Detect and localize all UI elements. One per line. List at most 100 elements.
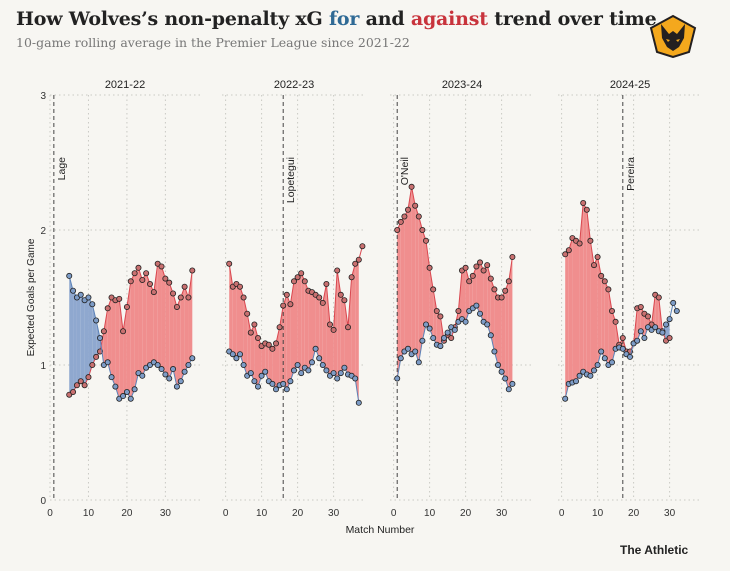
for-data-point (415, 359, 422, 366)
area-segment (408, 186, 412, 355)
area-segment (126, 281, 131, 399)
against-data-point (580, 199, 587, 206)
against-data-point (612, 318, 619, 325)
for-data-point (127, 395, 134, 402)
area-segment (304, 281, 309, 371)
area-segment (583, 203, 587, 375)
against-data-point (422, 237, 429, 244)
for-data-point (587, 372, 594, 379)
for-data-point (337, 370, 344, 377)
for-data-point (139, 372, 146, 379)
for-data-point (598, 348, 605, 355)
against-data-point (123, 303, 130, 310)
against-data-point (394, 226, 401, 233)
area-segment (142, 273, 147, 376)
area-segment (601, 275, 605, 359)
area-segment (315, 294, 320, 359)
x-tick-label: 10 (83, 508, 95, 519)
against-data-point (93, 353, 100, 360)
for-data-point (240, 361, 247, 368)
area-segment (312, 292, 316, 363)
for-data-point (591, 367, 598, 374)
against-data-point (272, 340, 279, 347)
for-data-point (412, 348, 419, 355)
for-data-point (66, 272, 73, 279)
area-segment (107, 297, 112, 378)
against-data-point (448, 334, 455, 341)
against-data-point (77, 378, 84, 385)
for-data-point (637, 328, 644, 335)
against-data-point (341, 297, 348, 304)
against-data-point (348, 274, 355, 281)
against-data-point (150, 289, 157, 296)
for-data-point (670, 299, 677, 306)
for-data-point (229, 351, 236, 358)
against-data-point (401, 213, 408, 220)
x-tick-label: 30 (496, 508, 508, 519)
against-data-point (73, 382, 80, 389)
against-data-point (462, 264, 469, 271)
for-data-point (641, 334, 648, 341)
area-segment (404, 209, 408, 352)
area-segment (297, 273, 302, 374)
area-segment (400, 216, 405, 359)
area-segment (250, 324, 255, 382)
against-data-point (397, 218, 404, 225)
for-data-point (170, 366, 177, 373)
against-data-point (89, 361, 96, 368)
against-data-point (181, 283, 188, 290)
area-segment (84, 297, 89, 386)
for-data-point (573, 378, 580, 385)
area-segment (476, 262, 480, 314)
area-segment (301, 273, 305, 374)
for-data-point (173, 383, 180, 390)
against-data-point (591, 262, 598, 269)
for-data-point (404, 345, 411, 352)
for-data-point (85, 294, 92, 301)
for-data-point (70, 287, 77, 294)
area-segment (254, 324, 258, 387)
for-data-point (341, 364, 348, 371)
for-data-point (123, 388, 130, 395)
area-segment (597, 257, 602, 365)
area-segment (322, 284, 327, 371)
against-data-point (177, 294, 184, 301)
against-data-point (594, 253, 601, 260)
for-data-point (319, 361, 326, 368)
area-segment (111, 297, 116, 387)
area-segment (88, 297, 93, 378)
area-segment (590, 240, 594, 376)
area-segment (115, 298, 120, 399)
for-data-point (484, 321, 491, 328)
area-segment (480, 262, 484, 322)
against-data-point (166, 279, 173, 286)
against-data-point (226, 260, 233, 267)
area-segment (272, 343, 276, 390)
area-segment (472, 266, 477, 309)
against-data-point (562, 251, 569, 258)
against-data-point (484, 262, 491, 269)
against-data-point (131, 270, 138, 277)
against-data-point (645, 313, 652, 320)
area-segment (290, 281, 294, 382)
against-data-point (412, 202, 419, 209)
for-data-point (355, 399, 362, 406)
area-segment (161, 266, 166, 375)
against-data-point (116, 295, 123, 302)
manager-label: Lage (56, 157, 68, 181)
against-data-point (476, 259, 483, 266)
against-data-point (587, 237, 594, 244)
area-segment (76, 294, 81, 386)
for-data-point (397, 355, 404, 362)
against-data-point (352, 260, 359, 267)
area-segment (184, 286, 189, 372)
area-segment (344, 300, 348, 375)
for-data-point (131, 386, 138, 393)
for-data-point (254, 383, 261, 390)
against-data-point (505, 278, 512, 285)
area-segment (333, 270, 338, 379)
area-segment (134, 267, 139, 390)
area-segment (655, 294, 659, 332)
x-tick-label: 30 (328, 508, 340, 519)
